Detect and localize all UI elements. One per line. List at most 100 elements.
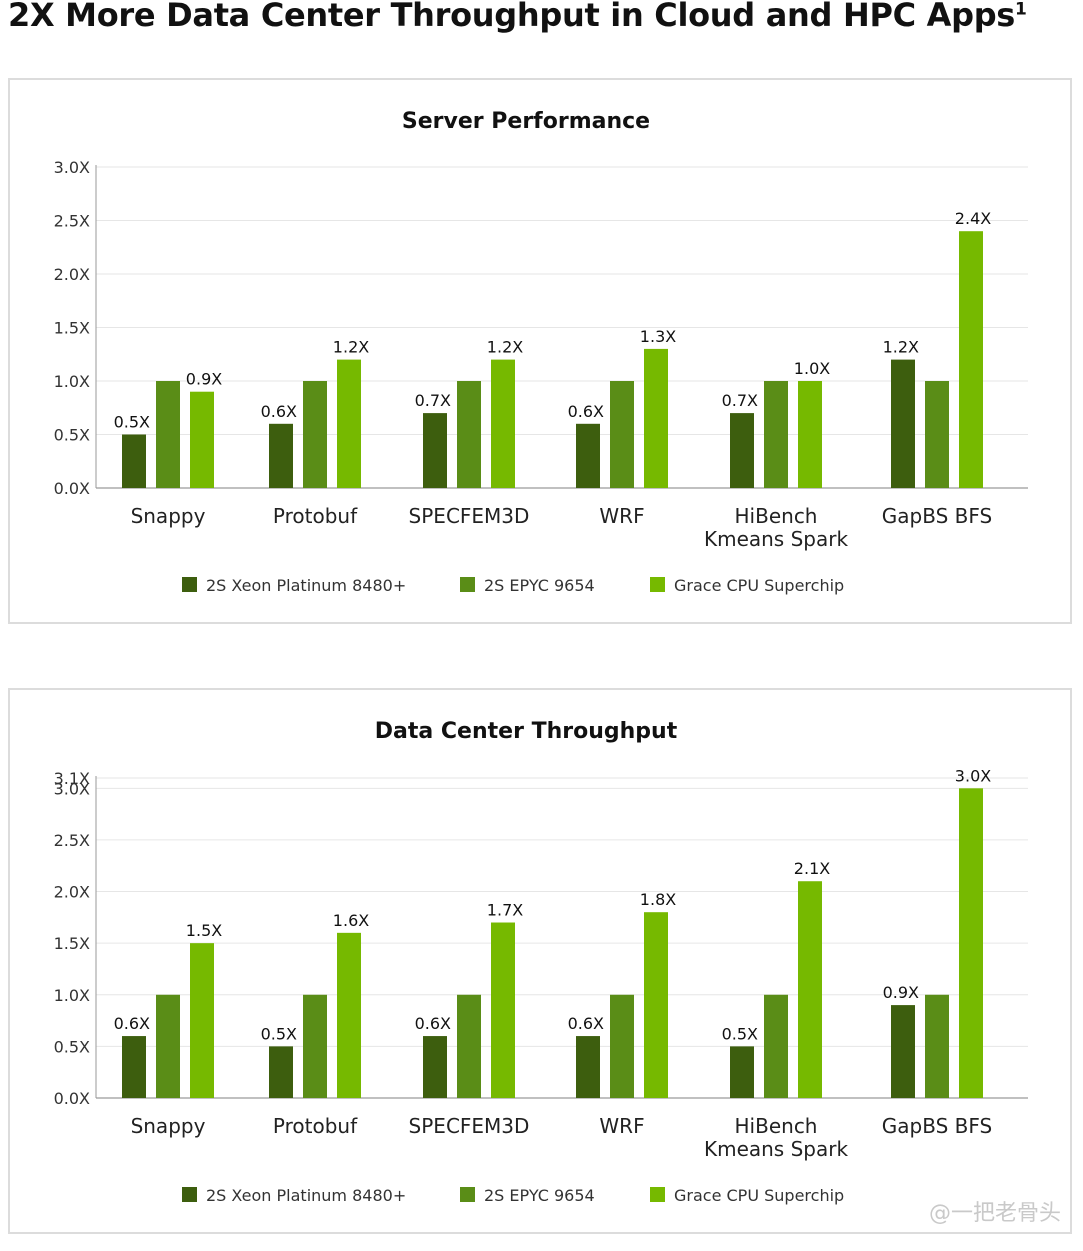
bar-1-4 [764,381,788,488]
y-tick-label: 1.0X [54,372,90,391]
bar-0-5 [891,1005,915,1098]
data-label: 1.2X [333,338,369,357]
x-tick-label: Protobuf [273,504,358,528]
bar-1-2 [457,381,481,488]
bar-0-5 [891,359,915,488]
chart-title: Server Performance [402,109,650,134]
y-tick-label: 1.5X [54,934,90,953]
bar-1-3 [610,994,634,1098]
bar-0-1 [269,1046,293,1098]
data-center-throughput-panel: Data Center Throughput 0.0X 0.5X 1.0X 1.5X 2.… [8,688,1072,1234]
y-tick-label: 3.0X [54,158,90,177]
y-tick-label: 2.0X [54,265,90,284]
data-label: 0.5X [261,1024,297,1043]
x-tick-label: WRF [599,504,644,528]
chart-title: Data Center Throughput [375,719,678,744]
y-tick-label: 2.5X [54,212,90,231]
legend-label-0: 2S Xeon Platinum 8480+ [206,1186,406,1205]
legend-label-2: Grace CPU Superchip [674,576,844,595]
data-label: 0.9X [883,983,919,1002]
bar-0-0 [122,1036,146,1098]
data-label: 0.6X [114,1014,150,1033]
x-tick-label: WRF [599,1114,644,1138]
footnote-marker: 1 [1015,0,1027,20]
data-label: 1.8X [640,890,676,909]
page-title: 2X More Data Center Throughput in Cloud … [8,0,1027,34]
bar-0-2 [423,1036,447,1098]
y-tick-label: 0.0X [54,479,90,498]
data-label: 0.5X [114,413,150,432]
bar-0-1 [269,423,293,488]
bar-1-1 [303,381,327,488]
data-label: 0.6X [568,402,604,421]
data-label: 2.1X [794,859,830,878]
data-center-throughput-chart: Data Center Throughput 0.0X 0.5X 1.0X 1.5X 2.… [54,719,1028,1205]
data-label: 0.7X [415,391,451,410]
x-tick-label: Kmeans Spark [704,527,848,551]
bar-1-5 [925,994,949,1098]
page-title-text: 2X More Data Center Throughput in Cloud … [8,0,1016,34]
bar-1-0 [156,381,180,488]
data-label: 0.7X [722,391,758,410]
y-tick-label: 1.0X [54,986,90,1005]
watermark: @一把老骨头 [928,1201,1061,1226]
legend-label-1: 2S EPYC 9654 [484,1186,595,1205]
bar-2-2 [491,359,515,488]
x-tick-label: Kmeans Spark [704,1137,848,1161]
x-tick-label: Snappy [131,1114,206,1138]
y-tick-label: 2.5X [54,831,90,850]
data-label: 0.5X [722,1024,758,1043]
bar-1-5 [925,381,949,488]
y-tick-label: 0.5X [54,426,90,445]
y-tick-label: 0.0X [54,1089,90,1108]
data-label: 2.4X [955,209,991,228]
legend-swatch-0 [182,1187,197,1202]
x-tick-label: HiBench [735,504,818,528]
data-label: 0.6X [261,402,297,421]
legend-swatch-1 [460,577,475,592]
legend-swatch-1 [460,1187,475,1202]
x-tick-label: SPECFEM3D [409,1114,530,1138]
legend-label-0: 2S Xeon Platinum 8480+ [206,576,406,595]
bar-2-3 [644,912,668,1098]
y-tick-label: 3.0X [54,779,90,798]
bar-1-0 [156,994,180,1098]
data-label: 1.0X [794,359,830,378]
legend-swatch-2 [650,1187,665,1202]
data-label: 1.6X [333,911,369,930]
x-tick-label: HiBench [735,1114,818,1138]
bar-0-4 [730,413,754,488]
bar-2-5 [959,788,983,1098]
bar-0-4 [730,1046,754,1098]
bar-0-3 [576,1036,600,1098]
bar-2-0 [190,391,214,488]
y-tick-label: 2.0X [54,883,90,902]
bar-0-3 [576,423,600,488]
bar-1-3 [610,381,634,488]
data-label: 0.6X [568,1014,604,1033]
legend-swatch-0 [182,577,197,592]
data-label: 1.7X [487,901,523,920]
x-tick-label: GapBS BFS [882,1114,992,1138]
data-label: 0.9X [186,370,222,389]
bar-2-2 [491,922,515,1098]
bar-1-4 [764,994,788,1098]
bar-0-2 [423,413,447,488]
bar-2-4 [798,881,822,1098]
x-tick-label: GapBS BFS [882,504,992,528]
data-label: 1.5X [186,921,222,940]
bar-2-0 [190,943,214,1098]
legend-swatch-2 [650,577,665,592]
bar-2-1 [337,359,361,488]
data-label: 1.2X [487,338,523,357]
legend-label-1: 2S EPYC 9654 [484,576,595,595]
server-performance-chart: Server Performance 0.0X 0.5X 1.0X 1.5X 2.0X 2.… [54,109,1028,595]
x-tick-label: Protobuf [273,1114,358,1138]
bar-1-2 [457,994,481,1098]
x-tick-label: SPECFEM3D [409,504,530,528]
bar-1-1 [303,994,327,1098]
server-performance-panel: Server Performance 0.0X 0.5X 1.0X 1.5X 2.0X 2.… [8,78,1072,624]
bar-2-3 [644,348,668,488]
data-label: 0.6X [415,1014,451,1033]
bar-2-5 [959,231,983,488]
